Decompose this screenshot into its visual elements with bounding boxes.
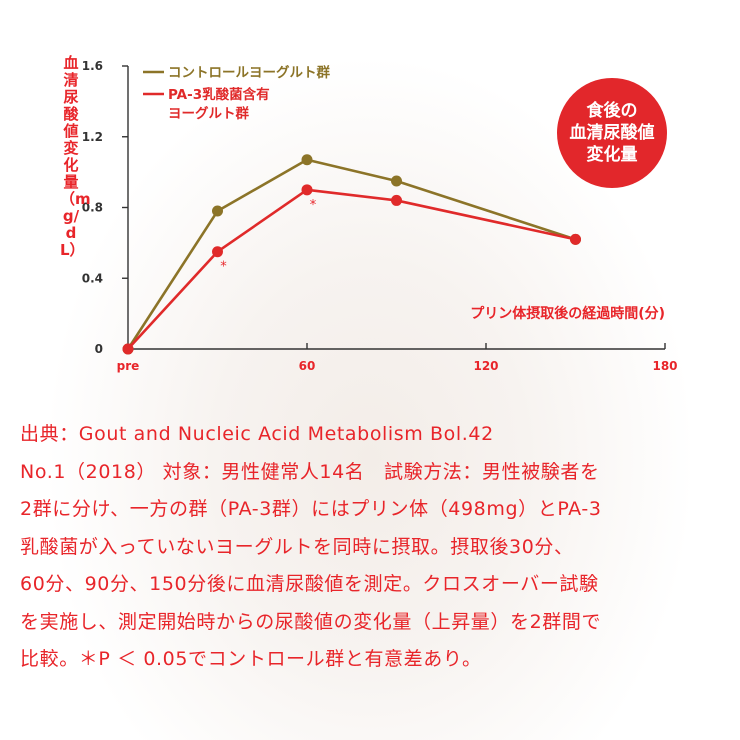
source-line: を実施し、測定開始時からの尿酸値の変化量（上昇量）を2群間で (20, 610, 602, 633)
summary-badge-text: 食後の 血清尿酸値 変化量 (569, 101, 655, 165)
y-tick-label: 1.2 (82, 130, 103, 144)
source-line: 60分、90分、150分後に血清尿酸値を測定。クロスオーバー試験 (20, 573, 599, 595)
source-line: 出典：Gout and Nucleic Acid Metabolism Bol.… (20, 423, 494, 445)
source-line: 比較。＊P ＜ 0.05でコントロール群と有意差あり。 (20, 648, 482, 670)
series-line-2 (127, 188, 576, 350)
x-tick-label: 180 (652, 359, 677, 373)
y-tick-label: 1.6 (82, 59, 103, 73)
data-point (391, 194, 402, 206)
x-tick-label: 60 (299, 359, 316, 373)
legend-label: PA-3乳酸菌含有 (168, 86, 270, 103)
y-axis-label: 血清尿酸値変化量（mg/dL） (60, 54, 91, 259)
y-tick-label: 0.8 (82, 201, 103, 215)
y-tick-label: 0.4 (82, 271, 103, 285)
data-point (122, 343, 134, 355)
source-line: 乳酸菌が入っていないヨーグルトを同時に摂取。摂取後30分、 (20, 535, 574, 558)
data-point (212, 246, 223, 258)
source-line: No.1（2018） 対象：男性健常人14名 試験方法：男性被験者を (20, 460, 600, 483)
x-axis-label: プリン体摂取後の経過時間(分) (470, 305, 665, 322)
data-point (301, 154, 313, 166)
significance-asterisk: * (220, 260, 227, 275)
summary-badge: 食後の 血清尿酸値 変化量 (557, 78, 667, 188)
y-tick-label: 0 (95, 342, 103, 356)
data-point (570, 233, 581, 245)
legend-label: コントロールヨーグルト群 (168, 64, 330, 81)
data-point (212, 205, 223, 217)
x-tick-label: 120 (473, 359, 498, 373)
source-line: 2群に分け、一方の群（PA-3群）にはプリン体（498mg）とPA-3 (20, 498, 602, 520)
data-point (391, 175, 402, 187)
chart: 0 0.4 0.8 1.2 1.6 pre 60 120 180 プリン体摂取後の経過時間(分) *… (82, 59, 678, 373)
significance-asterisk: * (310, 198, 317, 213)
source-text: 出典：Gout and Nucleic Acid Metabolism Bol.… (20, 416, 725, 679)
legend-label: ヨーグルト群 (168, 105, 249, 122)
x-tick-label: pre (117, 359, 140, 373)
data-point (301, 184, 313, 196)
